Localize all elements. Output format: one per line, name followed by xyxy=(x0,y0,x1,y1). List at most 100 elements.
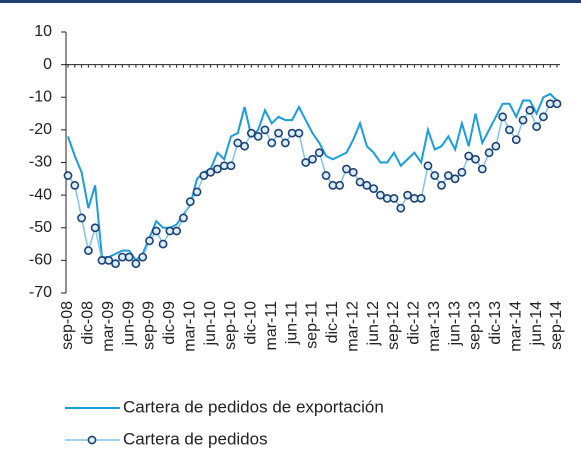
series-line xyxy=(67,92,558,262)
series-marker xyxy=(294,128,304,138)
x-tick-label: sep-10 xyxy=(222,301,239,350)
x-tick-label: dic-08 xyxy=(80,301,97,345)
x-tick-label: jun-10 xyxy=(202,301,219,347)
series-marker xyxy=(477,164,487,174)
series-marker xyxy=(369,184,379,193)
x-tick-label: jun-14 xyxy=(528,301,545,347)
series-marker xyxy=(308,154,317,164)
x-tick-label: sep-09 xyxy=(141,301,158,350)
x-tick-label: mar-10 xyxy=(181,301,198,352)
series-marker xyxy=(233,138,243,148)
series-marker xyxy=(206,167,216,177)
series-marker xyxy=(90,223,100,233)
series-marker xyxy=(505,125,514,135)
series-marker xyxy=(464,151,474,161)
series-marker xyxy=(63,171,73,180)
y-tick-label: -20 xyxy=(29,121,52,138)
series-marker xyxy=(484,148,494,158)
series-marker xyxy=(70,180,80,190)
series-marker xyxy=(131,259,141,269)
series-marker xyxy=(83,246,93,255)
series-marker xyxy=(192,187,202,197)
series-marker xyxy=(416,193,426,203)
series-marker xyxy=(267,138,277,148)
x-tick-label: dic-09 xyxy=(161,301,178,345)
series-marker xyxy=(321,171,331,180)
x-tick-label: jun-12 xyxy=(365,301,382,347)
series-marker xyxy=(246,128,256,138)
series-marker xyxy=(314,148,324,158)
series-marker xyxy=(532,122,542,132)
series-marker xyxy=(423,161,433,171)
series-marker xyxy=(443,171,453,180)
series-marker xyxy=(437,180,446,190)
x-tick-label: mar-12 xyxy=(344,301,361,352)
series-marker xyxy=(342,164,351,174)
series-marker xyxy=(172,226,182,236)
x-tick-label: jun-11 xyxy=(283,301,300,345)
series-marker xyxy=(77,213,86,223)
series-marker xyxy=(491,141,501,151)
legend-label: Cartera de pedidos de exportación xyxy=(123,397,384,416)
series-marker xyxy=(471,154,480,164)
x-tick-label: sep-14 xyxy=(548,301,565,350)
legend-marker xyxy=(87,435,97,445)
series-marker xyxy=(185,197,195,207)
series-marker xyxy=(138,252,148,262)
series-marker xyxy=(260,125,270,135)
series-marker xyxy=(511,135,521,145)
series-marker xyxy=(240,141,249,151)
series-marker xyxy=(145,236,154,246)
y-tick-label: -60 xyxy=(29,252,52,269)
series-marker xyxy=(274,128,283,138)
series-marker xyxy=(430,171,440,180)
series-marker xyxy=(539,112,548,122)
y-tick-label: 10 xyxy=(34,23,52,40)
series-marker xyxy=(376,190,385,200)
series-marker xyxy=(552,99,562,109)
series-marker xyxy=(199,171,209,180)
series-marker xyxy=(124,252,134,262)
series-marker xyxy=(213,164,222,174)
series-marker xyxy=(253,131,263,141)
x-tick-label: mar-09 xyxy=(100,301,117,352)
series-marker xyxy=(111,259,120,269)
series-marker xyxy=(457,167,467,177)
series-marker xyxy=(355,177,365,187)
series-marker xyxy=(403,190,412,200)
series-marker xyxy=(179,213,188,223)
series-marker xyxy=(151,226,161,236)
x-tick-label: mar-14 xyxy=(507,301,524,352)
series-marker xyxy=(525,105,535,115)
series-marker xyxy=(450,174,460,184)
x-tick-label: jun-09 xyxy=(120,301,137,347)
y-tick-label: -70 xyxy=(29,284,52,301)
x-tick-label: jun-13 xyxy=(446,301,463,347)
x-tick-label: dic-12 xyxy=(406,301,423,345)
series-line xyxy=(67,103,557,265)
series-marker xyxy=(158,239,168,249)
x-tick-label: mar-11 xyxy=(263,301,280,351)
x-tick-label: dic-10 xyxy=(243,301,260,345)
series-marker xyxy=(104,255,114,265)
series-marker xyxy=(362,180,372,190)
series-marker xyxy=(389,193,399,203)
x-tick-label: dic-11 xyxy=(324,301,341,343)
series-marker xyxy=(518,115,528,125)
series-marker xyxy=(280,138,290,148)
series-marker xyxy=(498,112,508,122)
legend-label: Cartera de pedidos xyxy=(123,429,268,448)
x-tick-label: sep-12 xyxy=(385,301,402,350)
top-bar xyxy=(0,0,581,3)
y-tick-label: 0 xyxy=(43,56,52,73)
y-tick-label: -50 xyxy=(29,219,52,236)
series-marker xyxy=(335,180,345,190)
x-tick-label: sep-13 xyxy=(467,301,484,350)
series-marker xyxy=(396,203,406,213)
series-marker xyxy=(348,167,358,177)
y-tick-label: -40 xyxy=(29,186,52,203)
series-marker xyxy=(226,161,236,171)
x-tick-label: dic-13 xyxy=(487,301,504,345)
